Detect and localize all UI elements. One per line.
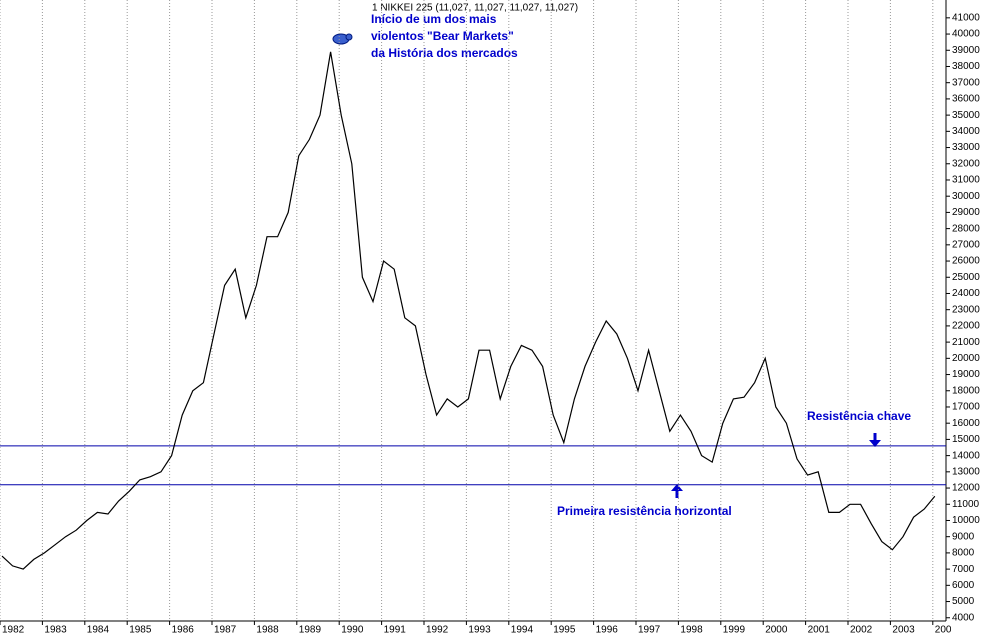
- x-tick-label: 1991: [384, 625, 407, 635]
- y-tick-label: 39000: [952, 45, 980, 56]
- y-tick-label: 4000: [952, 612, 975, 623]
- x-tick-label: 1985: [129, 625, 152, 635]
- y-tick-label: 38000: [952, 61, 980, 72]
- y-tick-label: 29000: [952, 207, 980, 218]
- x-tick-label: 200: [935, 625, 952, 635]
- y-tick-label: 37000: [952, 77, 980, 88]
- annotation: da História dos mercados: [371, 46, 518, 60]
- y-tick-label: 8000: [952, 548, 975, 559]
- y-tick-label: 36000: [952, 94, 980, 105]
- x-tick-label: 1995: [553, 625, 576, 635]
- y-tick-label: 41000: [952, 12, 980, 23]
- y-tick-label: 21000: [952, 337, 980, 348]
- y-tick-label: 34000: [952, 126, 980, 137]
- x-tick-label: 1993: [468, 625, 491, 635]
- y-tick-label: 11000: [952, 499, 980, 510]
- y-tick-label: 31000: [952, 175, 980, 186]
- x-tick-label: 1997: [638, 625, 661, 635]
- annotation: violentos "Bear Markets": [371, 29, 514, 43]
- arrow-up: [671, 484, 683, 498]
- x-tick-label: 1989: [299, 625, 322, 635]
- x-tick-label: 1984: [87, 625, 110, 635]
- chart-title: 1 NIKKEI 225 (11,027, 11,027, 11,027, 11…: [372, 3, 578, 14]
- x-tick-label: 1992: [426, 625, 449, 635]
- y-tick-label: 15000: [952, 434, 980, 445]
- y-tick-label: 12000: [952, 483, 980, 494]
- x-tick-label: 1999: [723, 625, 746, 635]
- bear-icon: [332, 33, 353, 45]
- y-tick-label: 23000: [952, 304, 980, 315]
- x-tick-label: 1983: [44, 625, 67, 635]
- annotation: Primeira resistência horizontal: [557, 504, 732, 518]
- x-tick-label: 1986: [172, 625, 195, 635]
- y-tick-label: 27000: [952, 239, 980, 250]
- y-tick-label: 10000: [952, 515, 980, 526]
- y-tick-label: 30000: [952, 191, 980, 202]
- y-tick-label: 28000: [952, 223, 980, 234]
- y-tick-label: 24000: [952, 288, 980, 299]
- y-tick-label: 32000: [952, 158, 980, 169]
- y-tick-label: 9000: [952, 531, 975, 542]
- arrow-down: [869, 433, 881, 447]
- y-tick-label: 5000: [952, 596, 975, 607]
- x-tick-label: 1996: [596, 625, 619, 635]
- y-tick-label: 26000: [952, 256, 980, 267]
- y-tick-label: 25000: [952, 272, 980, 283]
- y-tick-label: 20000: [952, 353, 980, 364]
- annotation: Resistência chave: [807, 409, 911, 423]
- y-tick-label: 14000: [952, 450, 980, 461]
- annotation: Início de um dos mais: [371, 12, 497, 26]
- x-tick-label: 1987: [214, 625, 237, 635]
- x-tick-label: 1982: [2, 625, 25, 635]
- y-tick-label: 22000: [952, 321, 980, 332]
- y-tick-label: 13000: [952, 466, 980, 477]
- x-tick-label: 2001: [808, 625, 831, 635]
- y-tick-label: 40000: [952, 29, 980, 40]
- y-tick-label: 7000: [952, 564, 975, 575]
- x-tick-label: 2003: [892, 625, 915, 635]
- x-tick-label: 2000: [765, 625, 788, 635]
- y-tick-label: 19000: [952, 369, 980, 380]
- y-tick-label: 35000: [952, 110, 980, 121]
- x-tick-label: 2002: [850, 625, 873, 635]
- y-tick-label: 18000: [952, 385, 980, 396]
- y-tick-label: 33000: [952, 142, 980, 153]
- x-tick-label: 1990: [341, 625, 364, 635]
- x-tick-label: 1988: [256, 625, 279, 635]
- y-tick-label: 16000: [952, 418, 980, 429]
- x-tick-label: 1998: [680, 625, 703, 635]
- y-tick-label: 17000: [952, 402, 980, 413]
- x-tick-label: 1994: [511, 625, 534, 635]
- price-line: [1, 51, 936, 570]
- y-tick-label: 6000: [952, 580, 975, 591]
